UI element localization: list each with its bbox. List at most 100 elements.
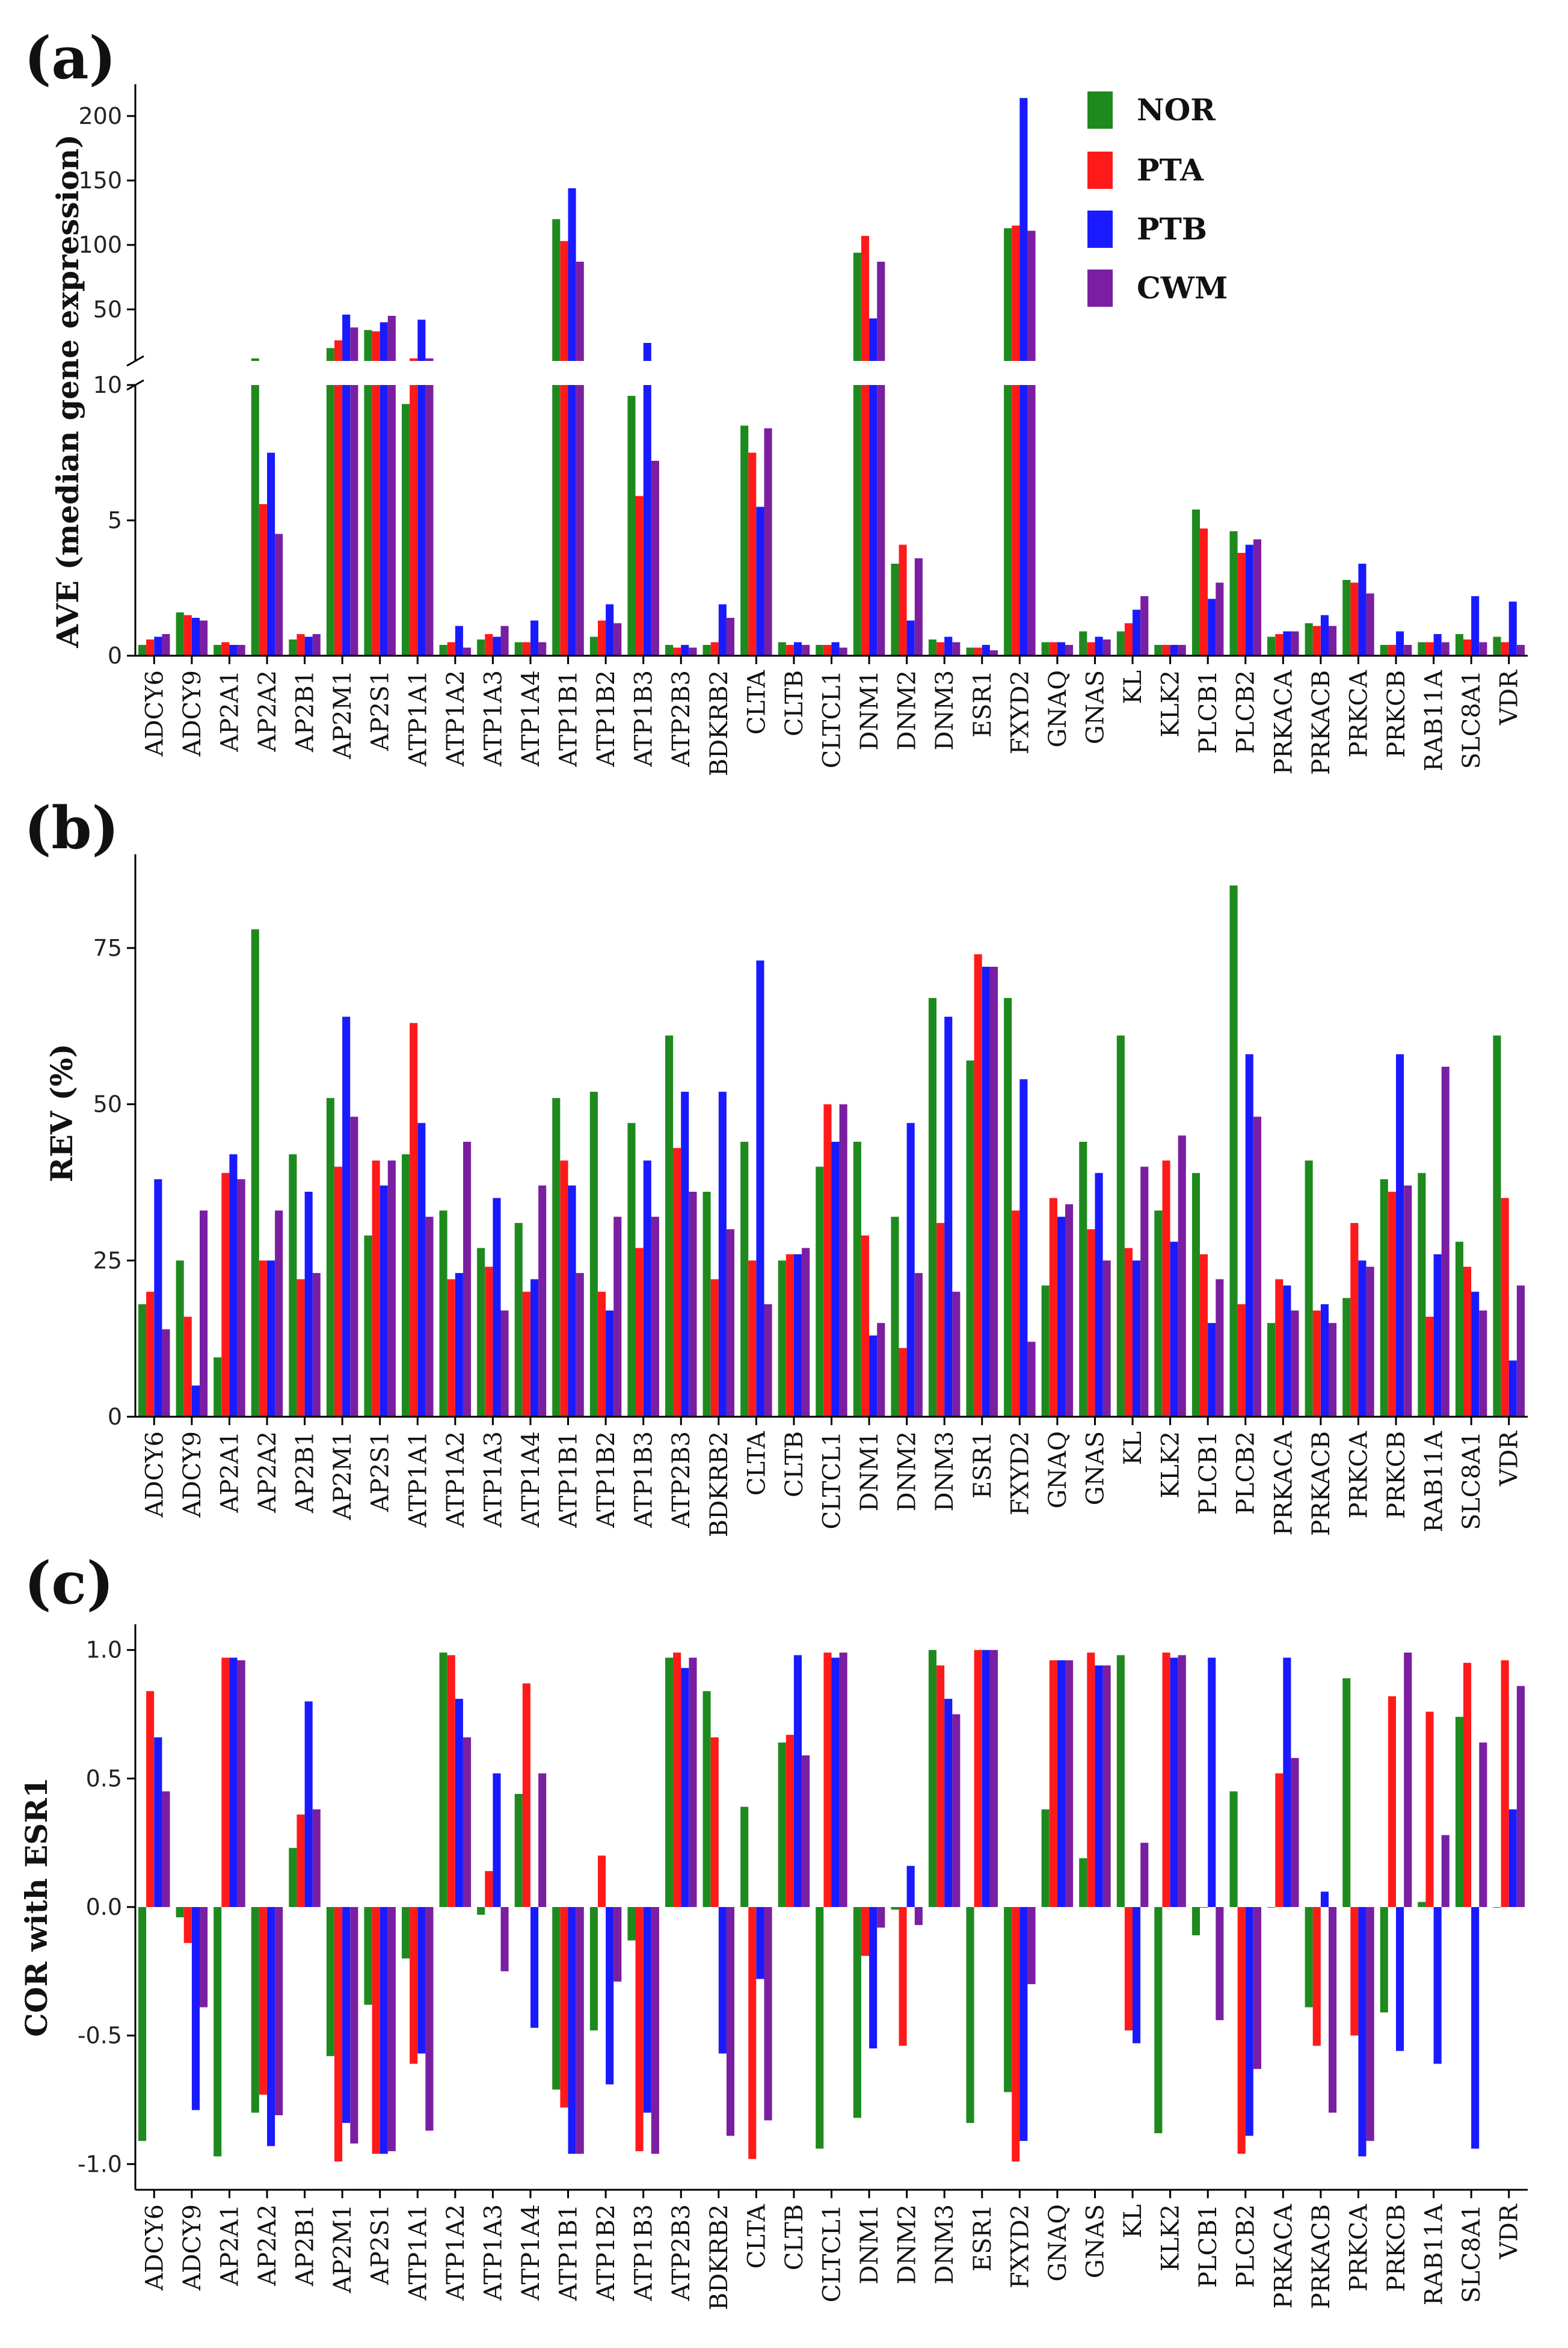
rev-bar-cwm-cltb bbox=[802, 1248, 810, 1417]
rev-bar-cwm-adcy9 bbox=[200, 1210, 208, 1417]
cor-bar-pta-cltb bbox=[786, 1734, 794, 1907]
ave-bar-nor-adcy9 bbox=[176, 612, 184, 656]
ave-bar-ptb-prkcb bbox=[1396, 631, 1404, 656]
rev-bar-nor-slc8a1 bbox=[1455, 1242, 1463, 1417]
ave-bar-ptb-prkaca bbox=[1283, 631, 1291, 656]
ave-bar-ptb-atp1b1-upper bbox=[568, 188, 576, 361]
cor-bar-ptb-prkaca bbox=[1283, 1657, 1291, 1907]
ave-bar-ptb-bdkrb2 bbox=[718, 604, 727, 656]
ave-bar-ptb-slc8a1 bbox=[1471, 596, 1480, 656]
rev-bar-nor-gnaq bbox=[1041, 1285, 1050, 1417]
ave-bar-nor-atp1b2 bbox=[589, 636, 598, 656]
ave-bar-nor-atp1b3 bbox=[627, 396, 636, 656]
ave-bar-cwm-atp1a3 bbox=[500, 626, 509, 656]
rev-category-label: AP2A1 bbox=[216, 1431, 244, 1514]
rev-bar-pta-ap2s1 bbox=[372, 1160, 380, 1417]
rev-category-label: PRKACB bbox=[1308, 1431, 1335, 1536]
rev-category-label: ATP1A1 bbox=[404, 1431, 432, 1528]
cor-bar-pta-kl bbox=[1124, 1907, 1133, 2031]
cor-bar-pta-atp2b3 bbox=[673, 1653, 681, 1907]
legend-swatch-pta bbox=[1087, 152, 1113, 189]
ave-category-label: KL bbox=[1119, 670, 1147, 704]
rev-bar-ptb-plcb2 bbox=[1245, 1054, 1253, 1417]
cor-bar-cwm-prkacb bbox=[1329, 1907, 1337, 2113]
ave-bar-nor-slc8a1 bbox=[1455, 634, 1463, 656]
cor-bar-ptb-esr1 bbox=[982, 1650, 990, 1907]
cor-bar-ptb-bdkrb2 bbox=[718, 1907, 727, 2054]
rev-category-label: KL bbox=[1119, 1431, 1147, 1465]
cor-bar-pta-klk2 bbox=[1162, 1653, 1170, 1907]
ave-bar-nor-adcy6 bbox=[138, 645, 147, 656]
ave-bar-pta-kl bbox=[1124, 623, 1133, 656]
ave-bar-ptb-atp1b3-upper bbox=[643, 343, 651, 361]
ave-bar-pta-adcy6 bbox=[146, 639, 155, 656]
ave-bar-ptb-ap2a2 bbox=[267, 452, 275, 656]
rev-bar-ptb-dnm3 bbox=[944, 1017, 953, 1417]
rev-bar-ptb-atp1a3 bbox=[493, 1198, 501, 1417]
ave-bar-ptb-prkca bbox=[1358, 564, 1367, 656]
cor-bar-pta-fxyd2 bbox=[1012, 1907, 1020, 2162]
rev-bar-ptb-atp1b2 bbox=[606, 1310, 614, 1417]
cor-bar-ptb-fxyd2 bbox=[1019, 1907, 1028, 2141]
cor-bar-pta-ap2b1 bbox=[297, 1814, 305, 1907]
cor-ytick-label: 0.0 bbox=[86, 1894, 122, 1920]
cor-bar-ptb-atp2b3 bbox=[681, 1668, 689, 1907]
cor-bar-nor-dnm3 bbox=[928, 1650, 936, 1907]
ave-bar-pta-ap2s1 bbox=[372, 385, 380, 656]
ave-bar-nor-atp1a4 bbox=[514, 642, 523, 656]
ave-bar-cwm-atp1b3 bbox=[651, 461, 659, 656]
ave-bar-cwm-atp1a1-upper bbox=[425, 358, 434, 361]
cor-category-label: ATP2B3 bbox=[668, 2204, 695, 2302]
rev-bar-cwm-gnaq bbox=[1065, 1204, 1074, 1417]
ave-upper-ytick-label: 50 bbox=[93, 296, 122, 322]
cor-bar-pta-dnm1 bbox=[861, 1907, 869, 1956]
rev-bar-ptb-kl bbox=[1133, 1260, 1141, 1417]
cor-bar-pta-cltcl1 bbox=[823, 1653, 832, 1907]
panel-c-ylabel: COR with ESR1 bbox=[19, 1777, 54, 2037]
ave-category-label: PRKCA bbox=[1345, 670, 1373, 757]
rev-bar-nor-adcy9 bbox=[176, 1260, 184, 1417]
cor-bar-nor-atp1a2 bbox=[439, 1653, 447, 1907]
cor-bar-cwm-vdr bbox=[1516, 1686, 1525, 1907]
cor-bar-cwm-clta bbox=[764, 1907, 772, 2121]
cor-category-label: ATP1A3 bbox=[479, 2204, 507, 2301]
cor-bar-nor-cltb bbox=[778, 1742, 786, 1907]
rev-category-label: SLC8A1 bbox=[1458, 1431, 1486, 1530]
cor-bar-ptb-ap2a1 bbox=[229, 1657, 238, 1907]
rev-bar-cwm-ap2a2 bbox=[275, 1210, 283, 1417]
rev-bar-pta-adcy6 bbox=[146, 1292, 155, 1417]
ave-category-label: AP2S1 bbox=[367, 670, 395, 751]
rev-ytick-label: 25 bbox=[93, 1247, 122, 1274]
cor-category-label: GNAS bbox=[1082, 2204, 1110, 2278]
rev-ytick-label: 50 bbox=[93, 1091, 122, 1118]
ave-bar-ptb-prkacb bbox=[1320, 615, 1329, 656]
ave-category-label: ATP2B3 bbox=[668, 670, 695, 768]
cor-bar-nor-atp1b3 bbox=[627, 1907, 636, 1941]
rev-category-label: PRKCA bbox=[1345, 1431, 1373, 1518]
rev-category-label: ATP1B3 bbox=[630, 1431, 658, 1529]
rev-bar-ptb-clta bbox=[756, 960, 764, 1417]
cor-bar-nor-atp2b3 bbox=[665, 1657, 674, 1907]
cor-category-label: PRKCA bbox=[1345, 2204, 1373, 2291]
ave-category-label: ADCY9 bbox=[179, 670, 206, 757]
ave-bar-cwm-slc8a1 bbox=[1479, 642, 1487, 656]
cor-bar-nor-gnaq bbox=[1041, 1809, 1050, 1907]
cor-bar-nor-dnm1 bbox=[853, 1907, 861, 2118]
ave-bar-ptb-vdr bbox=[1508, 602, 1517, 656]
ave-bar-cwm-fxyd2-upper bbox=[1027, 230, 1036, 361]
rev-category-label: DNM3 bbox=[931, 1431, 959, 1511]
ave-bar-pta-esr1 bbox=[974, 647, 982, 656]
cor-bar-pta-rab11a bbox=[1425, 1712, 1434, 1907]
rev-bar-pta-atp1a3 bbox=[485, 1266, 493, 1417]
ave-bar-pta-prkaca bbox=[1275, 634, 1284, 656]
rev-bar-ptb-cltb bbox=[793, 1254, 802, 1417]
rev-bar-pta-prkca bbox=[1350, 1222, 1359, 1417]
rev-category-label: CLTA bbox=[743, 1431, 770, 1496]
ave-bar-ptb-clta bbox=[756, 507, 764, 656]
rev-bar-ptb-fxyd2 bbox=[1019, 1079, 1028, 1417]
ave-bar-nor-prkca bbox=[1342, 580, 1351, 656]
legend-label-cwm: CWM bbox=[1137, 270, 1228, 306]
ave-bar-nor-kl bbox=[1116, 631, 1125, 656]
cor-bar-pta-prkca bbox=[1350, 1907, 1359, 2036]
rev-bar-nor-prkaca bbox=[1267, 1323, 1276, 1417]
